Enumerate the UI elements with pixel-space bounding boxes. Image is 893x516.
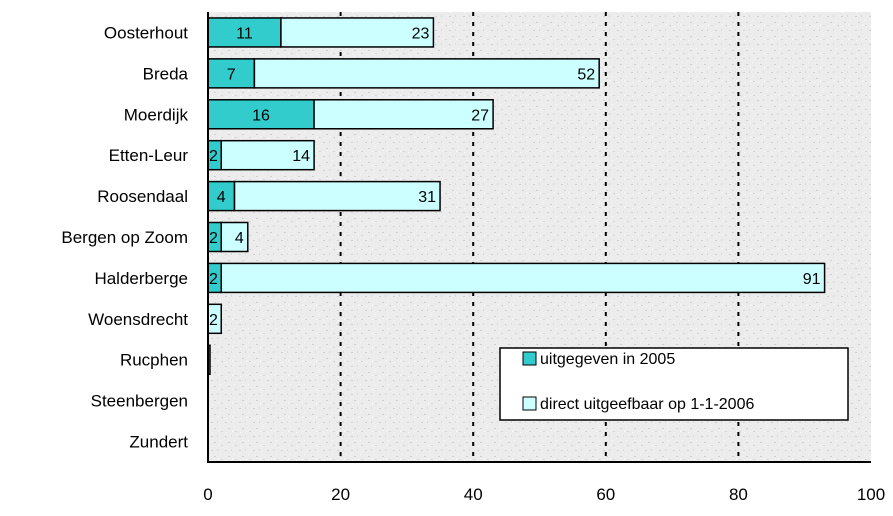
legend-label-series-1: uitgegeven in 2005 [540,351,675,368]
category-label-6: Halderberge [94,269,188,288]
category-label-8: Rucphen [120,351,188,370]
category-label-10: Zundert [129,433,188,452]
x-tick-label-4: 80 [729,485,748,504]
data-label-1-6: 2 [209,271,218,288]
category-label-7: Woensdrecht [88,310,188,329]
bar-2-3 [220,139,315,171]
bar-1-4 [207,180,236,212]
legend: uitgegeven in 2005 direct uitgeefbaar op… [499,347,849,421]
category-label-4: Roosendaal [97,187,188,206]
category-label-1: Breda [143,64,189,83]
data-label-2-5: 4 [235,230,244,247]
bar-1-0 [207,17,282,48]
bar-2-1 [253,58,600,89]
data-label-2-1: 52 [577,66,595,83]
legend-swatch-series-1 [522,351,537,366]
data-label-1-3: 2 [209,148,218,165]
bars-layer [207,17,826,375]
x-tick-label-3: 60 [596,485,615,504]
x-tick-label-1: 20 [331,485,350,504]
data-label-1-2: 16 [252,107,270,124]
legend-label-series-2: direct uitgeefbaar op 1-1-2006 [540,396,754,413]
data-label-2-7: 2 [209,312,218,329]
legend-box [499,347,849,421]
data-label-1-0: 11 [236,25,253,42]
bar-2-0 [280,17,435,48]
category-label-9: Steenbergen [91,392,188,411]
data-label-2-3: 14 [292,148,310,165]
data-label-1-4: 4 [217,189,226,206]
data-label-2-0: 23 [412,25,430,42]
axes-layer: Oosterhout Breda Moerdijk Etten-Leur Roosend… [61,12,885,504]
data-label-2-4: 31 [418,189,436,206]
x-tick-label-2: 40 [464,485,483,504]
bar-1-2 [207,99,315,130]
data-label-1-1: 7 [227,66,236,83]
x-tick-label-5: 100 [857,485,885,504]
bar-2-6 [220,262,826,294]
legend-swatch-series-2 [522,396,537,411]
category-label-3: Etten-Leur [109,146,189,165]
bar-2-2 [313,99,494,130]
data-label-2-6: 91 [803,271,821,288]
data-label-1-5: 2 [209,230,218,247]
bar-2-5 [220,221,249,253]
x-tick-label-0: 0 [203,485,212,504]
bar-2-4 [233,180,441,212]
category-label-2: Moerdijk [124,105,189,124]
data-label-2-2: 27 [471,107,489,124]
category-label-0: Oosterhout [104,23,188,42]
bar-1-1 [207,58,256,89]
category-label-5: Bergen op Zoom [61,228,188,247]
